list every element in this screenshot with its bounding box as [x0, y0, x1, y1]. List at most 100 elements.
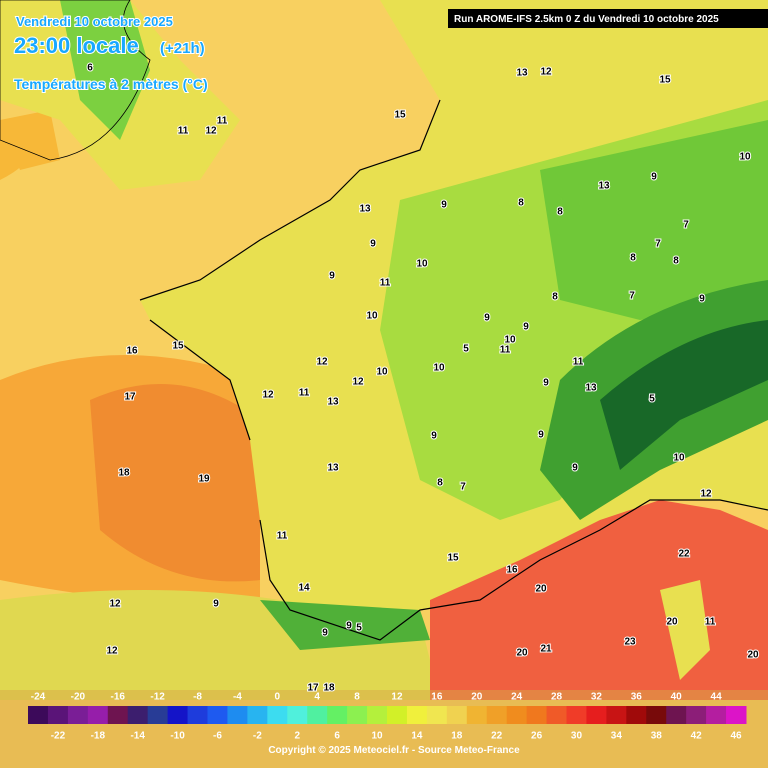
temperature-label: 9	[651, 172, 657, 183]
temperature-label: 10	[504, 335, 516, 346]
temperature-label: 8	[630, 253, 636, 264]
temperature-label: 12	[262, 390, 274, 401]
legend-swatch	[307, 706, 328, 724]
temperature-label: 13	[327, 397, 339, 408]
temperature-label: 9	[538, 430, 544, 441]
temperature-label: 17	[307, 683, 319, 694]
legend-swatch	[626, 706, 647, 724]
temperature-label: 15	[394, 110, 406, 121]
temperature-label: 20	[666, 617, 678, 628]
temperature-label: 5	[649, 394, 655, 405]
legend-swatch	[207, 706, 228, 724]
temperature-label: 12	[540, 67, 552, 78]
legend-label: 0	[275, 692, 281, 703]
temperature-label: 13	[585, 383, 597, 394]
legend-label: -6	[213, 731, 222, 742]
legend-label: 6	[334, 731, 340, 742]
legend-swatch	[28, 706, 49, 724]
temperature-label: 10	[376, 367, 388, 378]
legend-label: -20	[71, 692, 86, 703]
legend-swatch	[67, 706, 89, 724]
temperature-label: 15	[447, 553, 459, 564]
temperature-label: 10	[416, 259, 428, 270]
temperature-label: 19	[198, 474, 210, 485]
legend-swatch	[367, 706, 388, 724]
temperature-label: 15	[172, 341, 184, 352]
legend-swatch	[327, 706, 348, 724]
legend-swatch	[87, 706, 109, 724]
legend-swatch	[127, 706, 149, 724]
legend-label: -16	[111, 692, 126, 703]
temperature-label: 9	[441, 200, 447, 211]
temperature-label: 9	[370, 239, 376, 250]
temperature-label: 8	[518, 198, 524, 209]
temperature-label: 6	[87, 63, 93, 74]
temperature-label: 9	[346, 621, 352, 632]
temperature-label: 12	[700, 489, 712, 500]
legend-swatch	[426, 706, 448, 724]
legend-swatch	[187, 706, 208, 724]
copyright: Copyright © 2025 Meteociel.fr - Source M…	[268, 745, 520, 756]
legend-swatch	[107, 706, 129, 724]
legend-label: 26	[531, 731, 543, 742]
temperature-label: 10	[433, 363, 445, 374]
date: Vendredi 10 octobre 2025	[16, 14, 173, 29]
legend-swatch	[287, 706, 308, 724]
temperature-label: 9	[322, 628, 328, 639]
coastline	[139, 99, 768, 641]
legend-label: 12	[391, 692, 403, 703]
legend-label: 20	[471, 692, 483, 703]
temperature-label: 8	[673, 256, 679, 267]
legend-swatch	[466, 706, 488, 724]
legend-label: -8	[193, 692, 202, 703]
temperature-label: 9	[484, 313, 490, 324]
mountains	[600, 320, 768, 470]
temperature-label: 8	[557, 207, 563, 218]
legend-label: 28	[551, 692, 563, 703]
temperature-label: 9	[329, 271, 335, 282]
temperature-label: 7	[460, 482, 466, 493]
legend-swatch	[546, 706, 567, 724]
legend-swatch	[686, 706, 707, 724]
legend-label: 42	[691, 731, 703, 742]
temperature-label: 9	[213, 599, 219, 610]
legend-label: 34	[611, 731, 623, 742]
temperature-label: 18	[323, 683, 335, 694]
legend-swatch	[267, 706, 288, 724]
temperature-label: 20	[516, 648, 528, 659]
corsica	[660, 580, 710, 680]
legend-label: -10	[170, 731, 185, 742]
legend-swatch	[406, 706, 428, 724]
legend-swatch	[586, 706, 607, 724]
temperature-label: 10	[366, 311, 378, 322]
temperature-label: 16	[506, 565, 518, 576]
legend-swatch	[247, 706, 268, 724]
temperature-label: 9	[431, 431, 437, 442]
temperature-label: 9	[523, 322, 529, 333]
legend-label: 4	[314, 692, 320, 703]
temperature-label: 5	[463, 344, 469, 355]
temperature-label: 11	[277, 531, 288, 542]
temperature-label: 14	[298, 583, 310, 594]
temperature-label: 12	[109, 599, 121, 610]
legend-swatch	[387, 706, 408, 724]
temperature-label: 8	[437, 478, 443, 489]
legend-label: 14	[411, 731, 423, 742]
legend-background	[0, 690, 768, 768]
temperature-label: 21	[540, 644, 552, 655]
temperature-label: 16	[126, 346, 138, 357]
temperature-label: 5	[356, 623, 362, 634]
legend-label: -18	[91, 731, 106, 742]
temperature-label: 17	[124, 392, 136, 403]
coastline	[0, 0, 151, 161]
temperature-label: 11	[178, 126, 189, 137]
legend-swatch	[726, 706, 747, 724]
legend-swatch	[486, 706, 508, 724]
temperature-label: 9	[543, 378, 549, 389]
legend-swatch	[526, 706, 548, 724]
run-box	[448, 9, 768, 28]
temperature-label: 20	[535, 584, 547, 595]
legend-label: -12	[150, 692, 165, 703]
legend-label: 2	[294, 731, 300, 742]
